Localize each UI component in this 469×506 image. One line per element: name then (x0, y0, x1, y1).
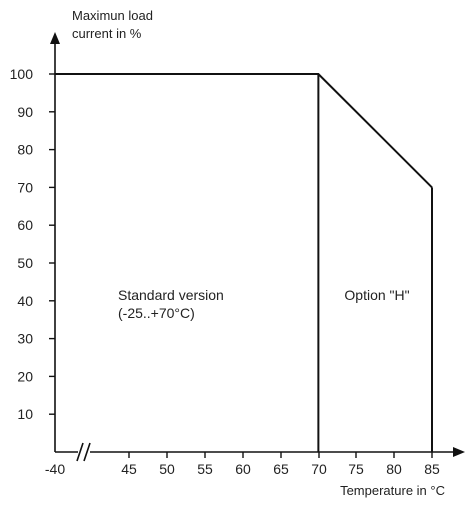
y-tick-label: 50 (17, 255, 33, 271)
x-axis-title: Temperature in °C (340, 483, 445, 498)
y-tick-label: 20 (17, 368, 33, 384)
x-tick-label: 55 (197, 461, 213, 477)
y-tick-label: 30 (17, 331, 33, 347)
region-option-h-label: Option "H" (344, 287, 409, 303)
y-tick-label: 60 (17, 217, 33, 233)
x-tick-label: 80 (386, 461, 402, 477)
x-tick-label: 65 (273, 461, 289, 477)
region-standard-label-line-1: Standard version (118, 287, 224, 303)
y-tick-label: 70 (17, 179, 33, 195)
x-tick-label: 75 (348, 461, 364, 477)
x-tick-label: 85 (424, 461, 440, 477)
x-tick-label: 60 (235, 461, 251, 477)
y-tick-label: 80 (17, 142, 33, 158)
x-tick-label: 70 (311, 461, 327, 477)
x-ticks: -40 45 50 55 60 65 70 75 80 85 (45, 452, 440, 477)
series (55, 73, 433, 189)
x-tick-label: 50 (159, 461, 175, 477)
y-ticks: 10 20 30 40 50 60 70 80 90 100 (10, 66, 55, 422)
y-tick-label: 40 (17, 293, 33, 309)
region-standard-label-line-2: (-25..+70°C) (118, 305, 195, 321)
y-tick-label: 100 (10, 66, 34, 82)
y-axis-title-line-1: Maximun load (72, 8, 153, 23)
x-tick-label: -40 (45, 461, 65, 477)
y-axis-title-line-2: current in % (72, 26, 142, 41)
axis-break (76, 440, 91, 464)
x-tick-label: 45 (121, 461, 137, 477)
y-tick-label: 90 (17, 104, 33, 120)
y-tick-label: 10 (17, 406, 33, 422)
region-lines (317, 74, 433, 452)
series-line (55, 73, 433, 189)
